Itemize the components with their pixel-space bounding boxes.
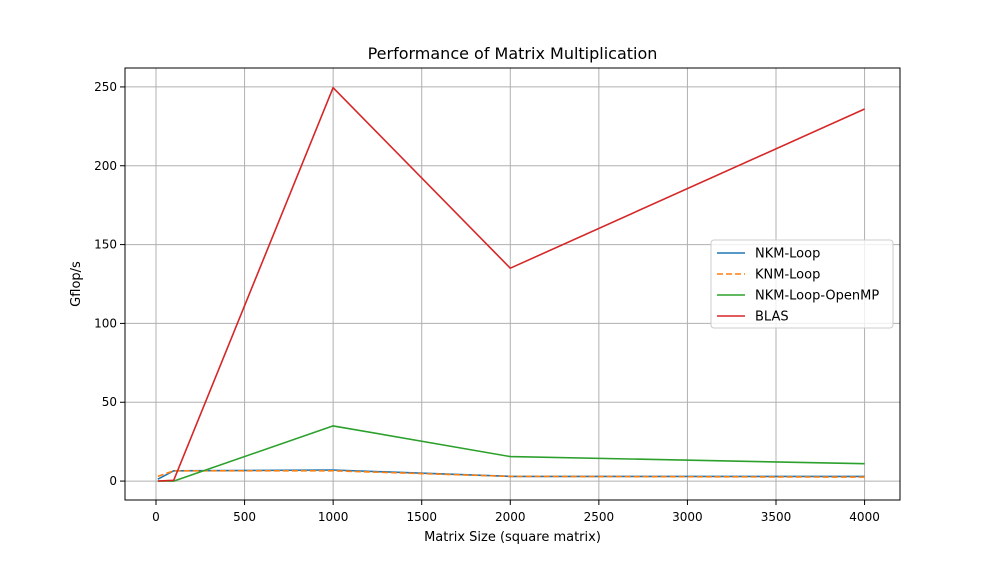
- x-tick-label: 1000: [318, 510, 349, 524]
- y-tick-label: 150: [94, 238, 117, 252]
- legend-label-3: BLAS: [755, 310, 789, 325]
- legend-box: [710, 239, 894, 329]
- legend-label-2: NKM-Loop-OpenMP: [755, 289, 879, 304]
- x-tick-label: 1500: [406, 510, 437, 524]
- x-tick-label: 2500: [584, 510, 615, 524]
- y-tick-label: 250: [94, 80, 117, 94]
- y-tick-label: 100: [94, 316, 117, 330]
- grid-lines: [125, 68, 900, 500]
- y-tick-label: 50: [102, 395, 117, 409]
- y-tick-label: 200: [94, 159, 117, 173]
- x-axis-label: Matrix Size (square matrix): [424, 530, 601, 545]
- series-lines: [157, 86, 865, 482]
- y-axis-label: Gflop/s: [69, 261, 84, 307]
- x-axis-ticks: 0 500 1000 1500 2000 2500 3000 3500 4000: [152, 500, 880, 524]
- x-tick-label: 2000: [495, 510, 526, 524]
- chart-title: Performance of Matrix Multiplication: [368, 44, 658, 63]
- x-tick-label: 500: [233, 510, 256, 524]
- series-line-1: [157, 469, 865, 478]
- x-tick-label: 0: [152, 510, 160, 524]
- x-tick-label: 3000: [672, 510, 703, 524]
- legend-label-0: NKM-Loop: [755, 247, 820, 262]
- plot-frame: [124, 67, 901, 501]
- y-axis-ticks: 0 50 100 150 200 250: [94, 80, 125, 488]
- x-tick-label: 4000: [849, 510, 880, 524]
- legend-label-1: KNM-Loop: [755, 268, 820, 283]
- legend: NKM-Loop KNM-Loop NKM-Loop-OpenMP BLAS: [710, 239, 894, 329]
- x-tick-label: 3500: [761, 510, 792, 524]
- y-tick-label: 0: [109, 474, 117, 488]
- series-line-3: [157, 86, 865, 482]
